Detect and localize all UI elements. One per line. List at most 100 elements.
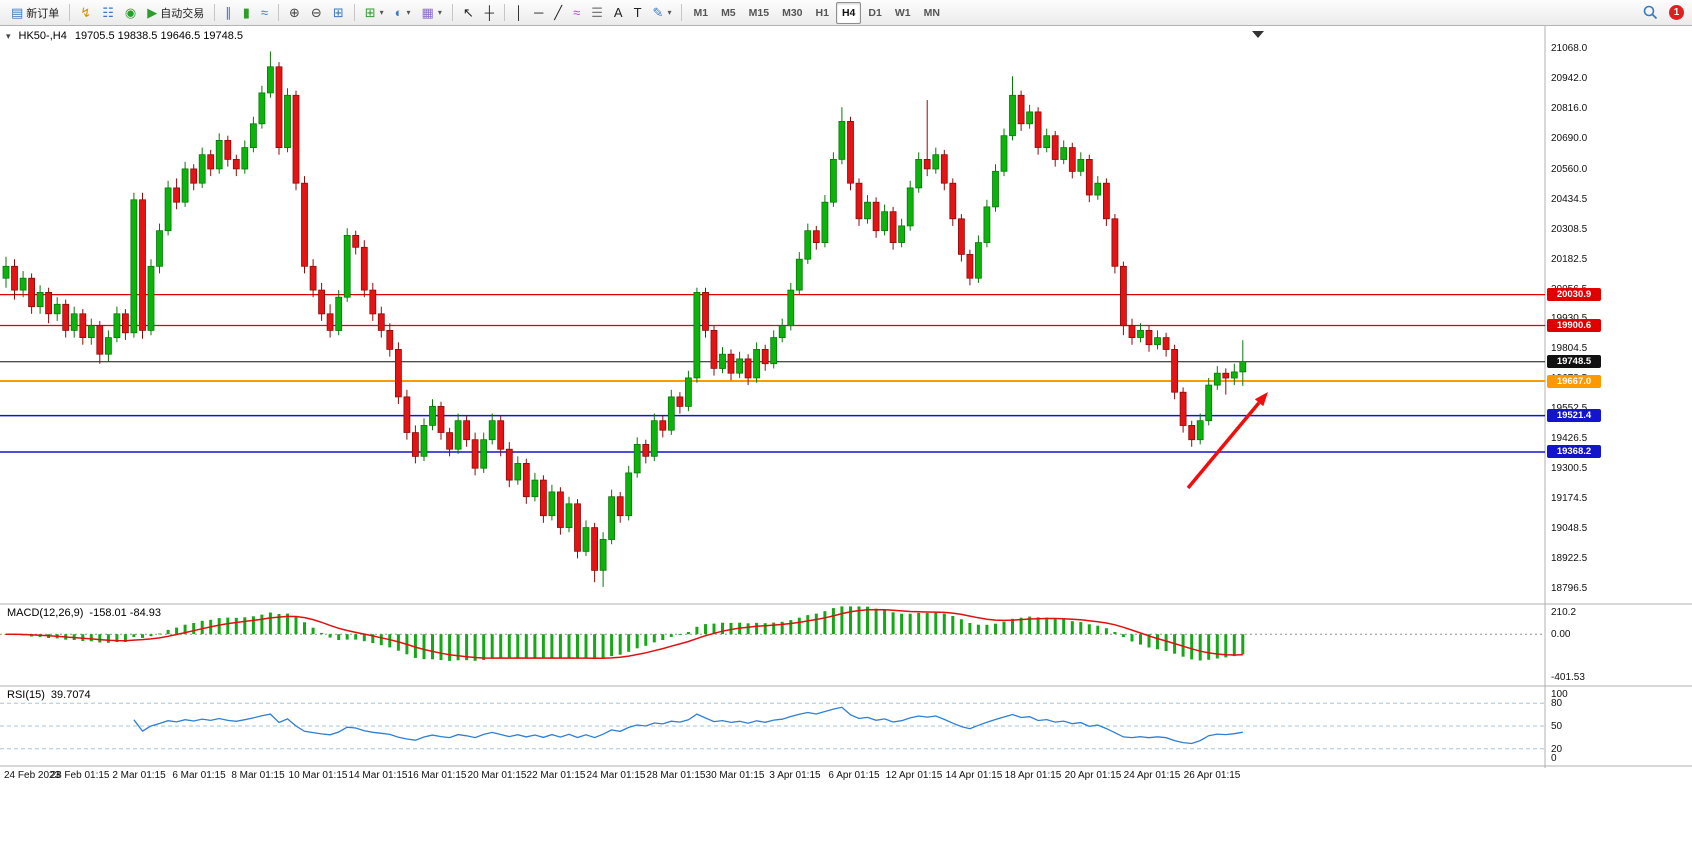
wave-icon[interactable]: ≈: [568, 2, 585, 24]
trendline-icon[interactable]: ╱: [549, 2, 567, 24]
market-watch-icon-glyph: ↯: [80, 5, 92, 20]
timeframe-d1-label: D1: [868, 6, 882, 19]
new-chart-button[interactable]: ⊞ ▾: [360, 2, 389, 24]
date-label: 30 Mar 01:15: [705, 770, 765, 781]
candlestick-chart-icon[interactable]: ▮: [238, 2, 255, 24]
date-label: 28 Mar 01:15: [646, 770, 706, 781]
date-label: 22 Mar 01:15: [526, 770, 586, 781]
price-badge: 20030.9: [1547, 288, 1601, 301]
zoom-out-icon-glyph: ⊖: [310, 5, 322, 20]
macd-tick: 0.00: [1551, 629, 1571, 640]
timeframe-m30[interactable]: M30: [776, 2, 808, 24]
data-window-icon-glyph: ☷: [102, 5, 114, 20]
price-tick: 18922.5: [1551, 553, 1588, 564]
date-label: 28 Feb 01:15: [50, 770, 110, 781]
trend-arrow-annotation[interactable]: [1186, 392, 1268, 490]
toolbar-separator: [503, 4, 505, 21]
date-label: 8 Mar 01:15: [231, 770, 285, 781]
market-watch-icon[interactable]: ↯: [75, 2, 96, 24]
price-tick: 19174.5: [1551, 493, 1588, 504]
toolbar-separator: [214, 4, 216, 21]
shapes-button[interactable]: ✎ ▾: [648, 2, 677, 24]
rsi-tick: 0: [1551, 753, 1557, 764]
date-label: 14 Mar 01:15: [348, 770, 408, 781]
search-button[interactable]: [1638, 2, 1663, 24]
chart-canvas[interactable]: [0, 26, 1692, 854]
timeframe-m1[interactable]: M1: [687, 2, 714, 24]
text-icon[interactable]: A: [609, 2, 628, 24]
price-tick: 19048.5: [1551, 523, 1588, 534]
date-label: 20 Mar 01:15: [467, 770, 527, 781]
vertical-line-icon-glyph: │: [514, 5, 524, 20]
rsi-indicator-name: RSI(15): [7, 689, 45, 701]
candlestick-chart-icon-glyph: ▮: [242, 5, 250, 20]
rsi-tick: 20: [1551, 744, 1563, 755]
fibonacci-icon-glyph: ☰: [591, 5, 603, 20]
timeframe-h1[interactable]: H1: [810, 2, 835, 24]
profiles-icon: ◐: [394, 5, 403, 20]
templates-button[interactable]: ▦ ▾: [417, 2, 447, 24]
rsi-tick: 50: [1551, 721, 1563, 732]
macd-pane-label: MACD(12,26,9) -158.01 -84.93: [7, 607, 161, 619]
notification-badge[interactable]: 1: [1669, 5, 1684, 20]
ohlc-values-label: 19705.5 19838.5 19646.5 19748.5: [74, 30, 244, 42]
candles-series: [2, 51, 1247, 587]
date-label: 14 Apr 01:15: [945, 770, 1003, 781]
timeframe-d1[interactable]: D1: [862, 2, 887, 24]
price-tick: 19804.5: [1551, 343, 1588, 354]
new-order-button[interactable]: ▤ 新订单: [6, 2, 64, 24]
horizontal-line-icon[interactable]: ─: [529, 2, 548, 24]
macd-indicator-values: -158.01 -84.93: [89, 607, 161, 619]
date-label: 26 Apr 01:15: [1183, 770, 1241, 781]
timeframe-m15-label: M15: [748, 6, 770, 19]
timeframe-m5[interactable]: M5: [715, 2, 742, 24]
crosshair-icon-glyph: ┼: [484, 5, 494, 20]
macd-histogram: [4, 606, 1245, 661]
cursor-icon[interactable]: ↖: [458, 2, 479, 24]
price-tick: 20690.0: [1551, 133, 1588, 144]
line-chart-icon-glyph: ≈: [260, 5, 268, 20]
chart-shift-marker-icon[interactable]: [1252, 31, 1264, 38]
chart-area[interactable]: 21068.0 20942.0 20816.0 20690.0 20560.0 20434…: [0, 26, 1692, 854]
chart-title: ▾ HK50-,H4 19705.5 19838.5 19646.5 19748…: [6, 30, 243, 42]
price-tick: 20182.5: [1551, 254, 1588, 265]
price-tick: 21068.0: [1551, 43, 1588, 54]
macd-signal-line: [5, 608, 1243, 660]
toolbar-separator: [451, 4, 453, 21]
vertical-line-icon[interactable]: │: [510, 2, 528, 24]
ohlc-bars-icon[interactable]: ∥: [220, 2, 237, 24]
crosshair-icon[interactable]: ┼: [480, 2, 499, 24]
support-icon[interactable]: ◉: [120, 2, 141, 24]
date-label: 3 Apr 01:15: [769, 770, 821, 781]
timeframe-w1[interactable]: W1: [889, 2, 917, 24]
price-tick: 19426.5: [1551, 433, 1588, 444]
horizontal-lines[interactable]: [0, 294, 1545, 453]
profiles-dropdown-icon: ▾: [406, 8, 411, 17]
tile-windows-icon[interactable]: ⊞: [328, 2, 349, 24]
line-chart-icon[interactable]: ≈: [256, 2, 273, 24]
fibonacci-icon[interactable]: ☰: [586, 2, 608, 24]
timeframe-mn-label: MN: [923, 6, 940, 19]
toolbar-main: ▤ 新订单 ↯ ☷ ◉ ▶ 自动交易 ∥ ▮ ≈ ⊕ ⊖ ⊞ ⊞ ▾ ◐ ▾ ▦ ▾ ↖ ┼ │ ─ ╱ ≈ ☰ A T ✎ ▾ M1 M5 M…: [6, 1, 1638, 24]
one-click-trading-expander-icon[interactable]: ▾: [6, 30, 11, 41]
rsi-tick: 100: [1551, 689, 1568, 700]
ohlc-bars-icon-glyph: ∥: [225, 5, 232, 20]
macd-tick: -401.53: [1551, 672, 1585, 683]
timeframe-h4[interactable]: H4: [835, 1, 862, 24]
timeframe-mn[interactable]: MN: [918, 2, 946, 24]
price-tick: 20434.5: [1551, 194, 1588, 205]
timeframe-m15[interactable]: M15: [743, 2, 775, 24]
zoom-in-icon[interactable]: ⊕: [284, 2, 305, 24]
text-label-icon[interactable]: T: [629, 2, 647, 24]
timeframe-w1-label: W1: [894, 6, 911, 19]
price-tick: 19552.5: [1551, 403, 1587, 414]
rsi-pane-label: RSI(15) 39.7074: [7, 689, 91, 701]
profiles-button[interactable]: ◐ ▾: [390, 2, 416, 24]
price-tick: 20308.5: [1551, 224, 1588, 235]
auto-trading-button[interactable]: ▶ 自动交易: [142, 2, 209, 24]
toolbar-separator: [278, 4, 279, 21]
templates-icon: ▦: [421, 5, 434, 20]
shapes-dropdown-icon: ▾: [667, 8, 672, 17]
zoom-out-icon[interactable]: ⊖: [306, 2, 327, 24]
data-window-icon[interactable]: ☷: [97, 2, 119, 24]
